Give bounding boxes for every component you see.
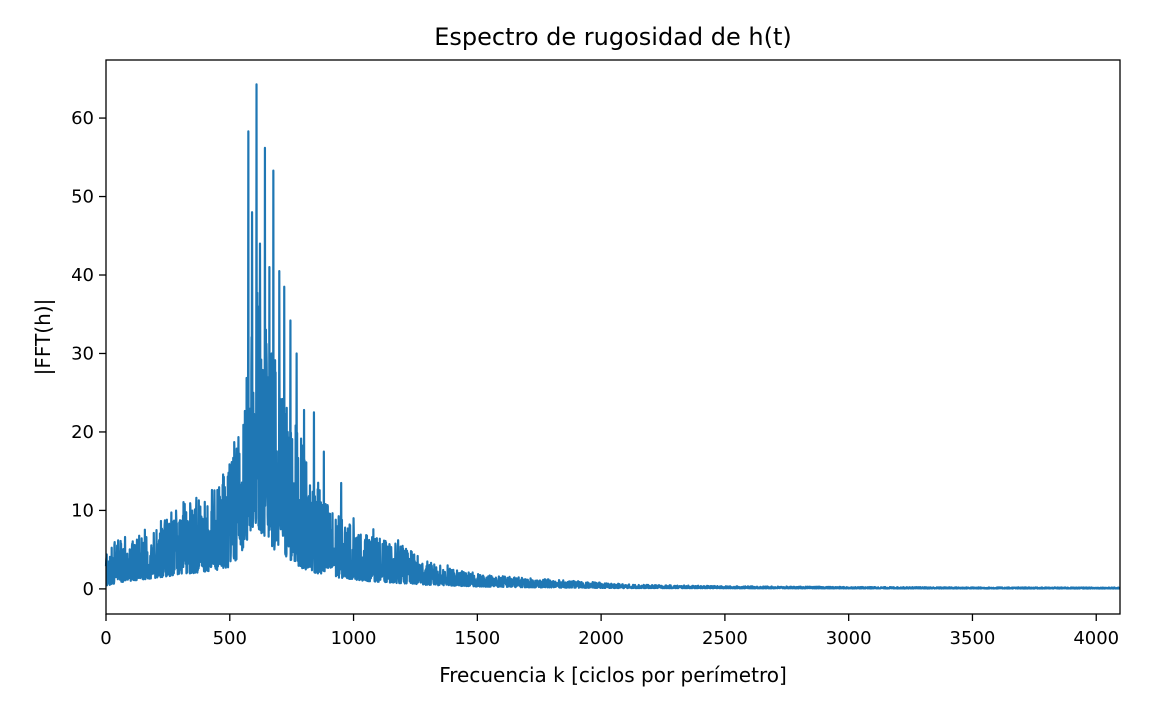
ticks-layer: 0 500 1000 1500 2000 2500 3000 3500 4000 0 10 20 30 4…: [71, 108, 1119, 649]
y-tick-label: 0: [83, 579, 94, 600]
y-axis-label: |FFT(h)|: [31, 299, 55, 376]
y-tick-label: 50: [71, 187, 94, 208]
x-tick-label: 1500: [454, 628, 500, 649]
x-tick-label: 1000: [331, 628, 377, 649]
chart-title: Espectro de rugosidad de h(t): [434, 23, 792, 51]
x-tick-label: 4000: [1073, 628, 1119, 649]
x-tick-label: 2500: [702, 628, 748, 649]
x-axis-label: Frecuencia k [ciclos por perímetro]: [439, 663, 787, 687]
x-tick-label: 2000: [578, 628, 624, 649]
y-tick-label: 20: [71, 422, 94, 443]
y-tick-label: 60: [71, 108, 94, 129]
series-layer: [104, 83, 1121, 590]
y-tick-label: 10: [71, 500, 94, 521]
x-tick-label: 0: [100, 628, 111, 649]
x-tick-label: 500: [213, 628, 247, 649]
spectrum-line: [104, 83, 1121, 590]
plot-frame: [105, 59, 1121, 615]
y-tick-label: 30: [71, 343, 94, 364]
x-tick-label: 3000: [826, 628, 872, 649]
x-tick-label: 3500: [950, 628, 996, 649]
y-tick-label: 40: [71, 265, 94, 286]
